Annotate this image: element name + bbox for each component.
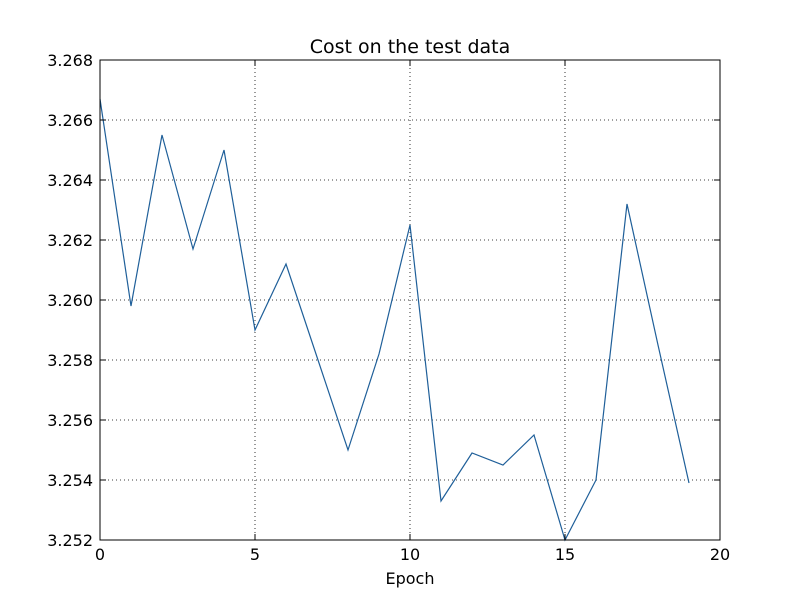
y-tick-label: 3.262 bbox=[47, 231, 93, 250]
tick-labels: 0 5 10 15 20 3.252 3.254 3.256 3.258 3.260 3.262 3.… bbox=[47, 51, 730, 564]
y-tick-label: 3.258 bbox=[47, 351, 93, 370]
grid-lines bbox=[100, 60, 720, 540]
y-tick-label: 3.266 bbox=[47, 111, 93, 130]
chart-title: Cost on the test data bbox=[310, 36, 511, 58]
x-axis-label: Epoch bbox=[386, 569, 435, 588]
y-tick-label: 3.254 bbox=[47, 471, 93, 490]
x-tick-label: 0 bbox=[95, 545, 105, 564]
series-group bbox=[99, 98, 690, 542]
x-tick-label: 20 bbox=[710, 545, 730, 564]
y-tick-label: 3.268 bbox=[47, 51, 93, 70]
y-tick-label: 3.252 bbox=[47, 531, 93, 550]
x-tick-label: 10 bbox=[400, 545, 420, 564]
tick-marks bbox=[99, 59, 721, 541]
series-line bbox=[99, 98, 690, 542]
y-tick-label: 3.264 bbox=[47, 171, 93, 190]
y-tick-label: 3.260 bbox=[47, 291, 93, 310]
y-tick-label: 3.256 bbox=[47, 411, 93, 430]
x-tick-label: 15 bbox=[555, 545, 575, 564]
x-tick-label: 5 bbox=[250, 545, 260, 564]
